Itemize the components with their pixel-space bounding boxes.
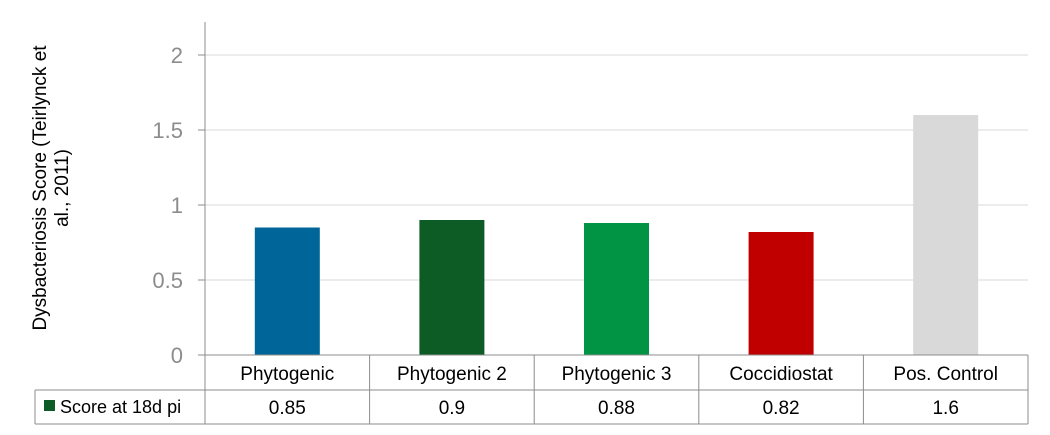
category-label-4: Pos. Control [893,364,998,385]
y-axis-title-line-2: al., 2011) [52,149,73,227]
bar-3 [748,232,814,355]
y-tick-label-0: 0 [171,343,183,368]
y-axis-title-line-1: Dysbacteriosis Score (Teirlynck et [30,45,51,331]
bar-2 [584,223,649,355]
value-cell-1: 0.9 [439,398,465,419]
bar-0 [254,227,320,355]
category-label-3: Coccidiostat [729,364,833,385]
legend-key [44,400,55,411]
legend-label: Score at 18d pi [60,397,181,417]
category-label-0: Phytogenic [240,364,334,385]
bar-1 [419,220,485,355]
y-tick-label-4: 2 [171,43,183,68]
bar-4 [913,115,979,355]
value-cell-4: 1.6 [932,398,958,419]
value-cell-0: 0.85 [269,398,306,419]
value-cell-2: 0.88 [598,398,635,419]
value-cell-3: 0.82 [763,398,800,419]
y-tick-label-1: 0.5 [152,268,183,293]
category-label-2: Phytogenic 3 [562,364,672,385]
category-label-1: Phytogenic 2 [397,364,507,385]
y-tick-label-2: 1 [171,193,183,218]
y-tick-label-3: 1.5 [152,118,183,143]
